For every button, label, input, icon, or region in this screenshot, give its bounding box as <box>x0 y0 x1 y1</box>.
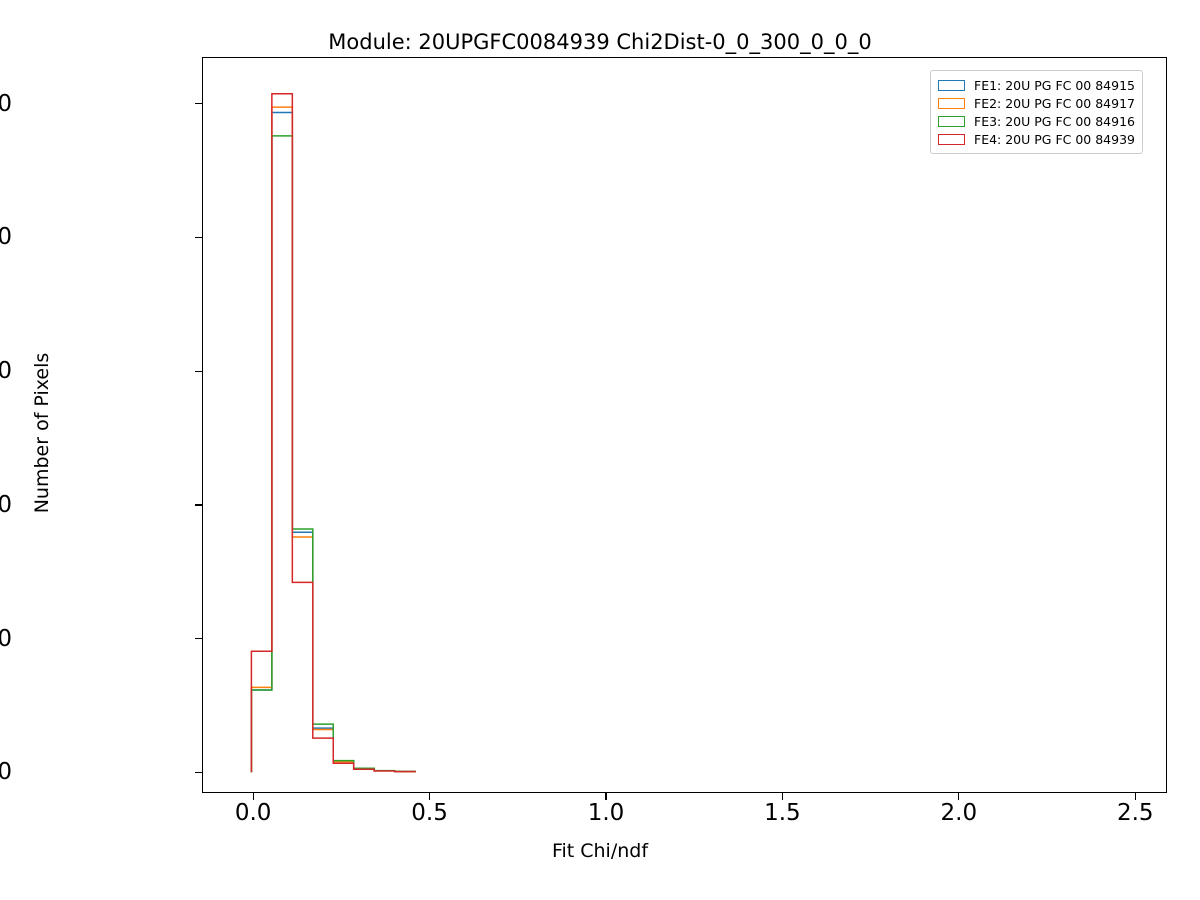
x-tick-label: 2.5 <box>1116 800 1154 826</box>
legend-label: FE2: 20U PG FC 00 84917 <box>974 95 1135 111</box>
legend-color-swatch <box>938 133 965 145</box>
y-tick-mark <box>195 236 202 239</box>
x-tick-label: 1.5 <box>764 800 801 826</box>
legend-label: FE3: 20U PG FC 00 84916 <box>974 113 1135 129</box>
y-tick-label: 0 <box>0 759 12 786</box>
y-tick-mark <box>195 504 202 506</box>
x-axis-label: Fit Chi/ndf <box>551 840 649 862</box>
x-tick-label: 0.0 <box>234 800 272 826</box>
y-tick-label: 20000 <box>0 625 12 652</box>
histogram-plot-area <box>202 57 1167 793</box>
legend-label: FE4: 20U PG FC 00 84939 <box>974 131 1135 147</box>
legend-color-swatch <box>938 79 965 91</box>
legend-color-swatch <box>938 97 965 109</box>
y-tick-mark <box>195 103 202 105</box>
x-tick-mark <box>252 793 254 800</box>
y-axis-label: Number of Pixels <box>31 352 53 514</box>
chart-legend: FE1: 20U PG FC 00 84915 FE2: 20U PG FC 00… <box>930 70 1143 154</box>
y-tick-label: 40000 <box>0 491 12 518</box>
legend-item[interactable]: FE1: 20U PG FC 00 84915 <box>938 76 1135 94</box>
legend-item[interactable]: FE4: 20U PG FC 00 84939 <box>938 130 1135 148</box>
y-tick-label: 80000 <box>0 224 12 251</box>
x-tick-mark <box>958 793 960 800</box>
chart-title: Module: 20UPGFC0084939 Chi2Dist-0_0_300_… <box>328 30 872 54</box>
x-tick-label: 1.0 <box>587 800 625 826</box>
y-tick-label: 60000 <box>0 358 12 385</box>
legend-item[interactable]: FE3: 20U PG FC 00 84916 <box>938 112 1135 130</box>
plot-axes-frame <box>202 57 1167 793</box>
x-tick-mark <box>1134 793 1136 800</box>
x-tick-label: 2.0 <box>940 800 978 826</box>
y-tick-mark <box>195 637 202 640</box>
histogram-step-series <box>250 135 416 773</box>
histogram-step-series <box>250 111 416 773</box>
y-tick-mark <box>195 370 202 372</box>
x-tick-mark <box>781 793 784 800</box>
legend-color-swatch <box>938 115 965 127</box>
legend-label: FE1: 20U PG FC 00 84915 <box>974 77 1135 93</box>
histogram-svg <box>250 93 416 773</box>
histogram-step-series <box>250 93 416 773</box>
x-tick-mark <box>428 793 431 800</box>
y-tick-label: 100000 <box>0 90 12 117</box>
x-tick-mark <box>605 793 607 800</box>
y-tick-mark <box>195 771 202 773</box>
x-tick-label: 0.5 <box>411 800 448 826</box>
histogram-step-series <box>250 106 416 773</box>
legend-item[interactable]: FE2: 20U PG FC 00 84917 <box>938 94 1135 112</box>
